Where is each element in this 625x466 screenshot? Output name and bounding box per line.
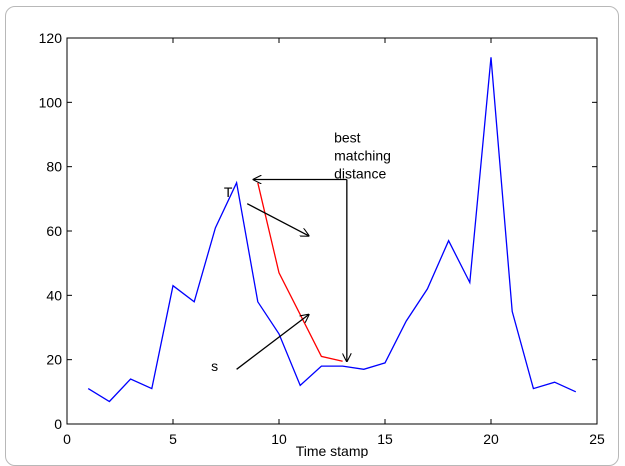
annotation-layer: Ts best matching distance — [211, 130, 391, 374]
x-tick-label: 25 — [589, 431, 605, 447]
x-axis-label: Time stamp — [296, 443, 369, 458]
x-tick-label: 20 — [483, 431, 499, 447]
annotation-text: matching — [334, 148, 391, 164]
x-axis: 0 5 10 15 20 25 — [63, 38, 605, 447]
annotation-arrow — [246, 203, 308, 236]
annotation-text: s — [211, 358, 218, 374]
series-layer — [87, 57, 577, 403]
y-tick-label: 100 — [39, 94, 63, 110]
x-tick-label: 15 — [377, 431, 393, 447]
y-tick-label: 120 — [39, 30, 63, 46]
annotation-text: distance — [334, 166, 386, 182]
y-tick-label: 0 — [54, 416, 62, 432]
x-tick-label: 10 — [271, 431, 287, 447]
y-tick-label: 80 — [46, 159, 62, 175]
annotation-text: best — [334, 130, 361, 146]
series-line-s-match — [257, 182, 343, 362]
series-line-t — [87, 57, 577, 403]
y-tick-label: 20 — [46, 352, 62, 368]
annotation-arrow — [236, 315, 309, 370]
annotation-text: T — [224, 184, 233, 200]
x-tick-label: 5 — [169, 431, 177, 447]
y-tick-label: 40 — [46, 287, 62, 303]
y-axis: 0 20 40 60 80 100 120 — [39, 30, 597, 432]
x-tick-label: 0 — [63, 431, 71, 447]
y-tick-label: 60 — [46, 223, 62, 239]
